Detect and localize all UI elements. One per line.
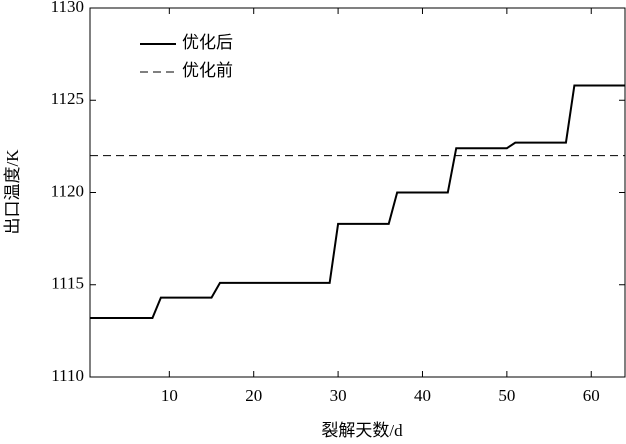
x-tick-label: 40 — [414, 386, 431, 405]
y-tick-label: 1125 — [51, 89, 84, 108]
x-tick-label: 60 — [583, 386, 600, 405]
y-tick-label: 1110 — [51, 366, 84, 385]
y-axis-label: 出口温度/K — [3, 149, 22, 235]
y-tick-label: 1120 — [51, 181, 84, 200]
legend-label: 优化后 — [182, 33, 233, 52]
x-tick-label: 20 — [245, 386, 262, 405]
x-tick-label: 30 — [330, 386, 347, 405]
legend-label: 优化前 — [182, 61, 233, 80]
y-tick-label: 1130 — [51, 0, 84, 16]
x-tick-label: 10 — [161, 386, 178, 405]
x-tick-label: 50 — [498, 386, 515, 405]
x-axis-label: 裂解天数/d — [321, 421, 403, 440]
data-line — [90, 84, 625, 319]
y-tick-label: 1115 — [51, 274, 84, 293]
plot-frame — [89, 7, 626, 378]
